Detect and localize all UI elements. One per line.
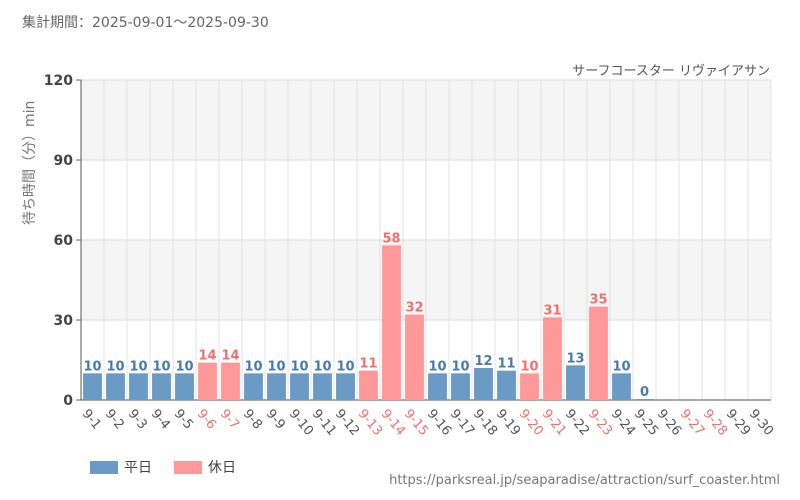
x-tick-9-3: 9-3 [125, 407, 150, 433]
bar-9-10 [290, 373, 309, 400]
data-label-9-17: 10 [451, 359, 469, 374]
data-label-9-10: 10 [290, 359, 308, 374]
bar-9-13 [359, 370, 378, 400]
data-label-9-25: 0 [640, 385, 649, 400]
x-tick-9-30: 9-30 [746, 407, 776, 439]
legend-weekday: 平日 [90, 457, 152, 477]
x-tick-9-9: 9-9 [263, 407, 288, 433]
data-label-9-23: 35 [589, 293, 607, 308]
bar-9-9 [267, 373, 286, 400]
data-label-9-14: 58 [382, 231, 400, 246]
bar-9-2 [106, 373, 125, 400]
x-tick-9-13: 9-13 [355, 407, 385, 439]
bar-9-8 [244, 373, 263, 400]
x-tick-9-17: 9-17 [447, 407, 477, 439]
bar-9-23 [589, 306, 608, 400]
data-label-9-22: 13 [566, 351, 584, 366]
data-label-9-7: 14 [221, 349, 239, 364]
data-label-9-1: 10 [83, 359, 101, 374]
x-tick-9-12: 9-12 [332, 407, 362, 439]
x-tick-9-20: 9-20 [516, 407, 546, 439]
y-tick-label: 90 [54, 153, 74, 169]
data-label-9-12: 10 [336, 359, 354, 374]
y-tick-label: 30 [54, 313, 74, 329]
y-tick-label: 120 [44, 73, 73, 89]
bar-9-4 [152, 373, 171, 400]
x-tick-9-8: 9-8 [240, 407, 265, 433]
x-tick-9-2: 9-2 [102, 407, 127, 433]
x-tick-9-5: 9-5 [171, 407, 196, 433]
x-tick-9-18: 9-18 [470, 407, 500, 439]
bar-9-21 [543, 317, 562, 400]
data-label-9-18: 12 [474, 354, 492, 369]
x-tick-9-1: 9-1 [79, 407, 104, 433]
source-url[interactable]: https://parksreal.jp/seaparadise/attract… [389, 473, 780, 488]
data-label-9-9: 10 [267, 359, 285, 374]
x-tick-9-10: 9-10 [286, 407, 316, 439]
x-tick-9-27: 9-27 [677, 407, 707, 439]
bar-9-15 [405, 314, 424, 400]
data-label-9-20: 10 [520, 359, 538, 374]
data-label-9-15: 32 [405, 301, 423, 316]
bar-9-22 [566, 365, 585, 400]
x-tick-9-19: 9-19 [493, 407, 523, 439]
chart-title: サーフコースター リヴァイアサン [572, 64, 770, 79]
data-label-9-3: 10 [129, 359, 147, 374]
data-label-9-13: 11 [359, 357, 377, 372]
x-tick-9-23: 9-23 [585, 407, 615, 439]
bar-9-7 [221, 362, 240, 400]
x-tick-9-11: 9-11 [309, 407, 339, 439]
data-label-9-16: 10 [428, 359, 446, 374]
x-tick-9-28: 9-28 [700, 407, 730, 439]
bar-9-17 [451, 373, 470, 400]
data-label-9-2: 10 [106, 359, 124, 374]
data-label-9-24: 10 [612, 359, 630, 374]
legend-weekday-swatch [90, 460, 118, 474]
y-tick-label: 0 [63, 393, 73, 409]
legend: 平日 休日 [90, 457, 258, 477]
bar-9-24 [612, 373, 631, 400]
bar-9-25 [635, 399, 654, 400]
x-tick-9-4: 9-4 [148, 407, 173, 433]
legend-holiday: 休日 [174, 457, 236, 477]
x-tick-9-25: 9-25 [631, 407, 661, 439]
x-tick-9-15: 9-15 [401, 407, 431, 439]
legend-holiday-swatch [174, 460, 202, 474]
data-label-9-11: 10 [313, 359, 331, 374]
bar-9-11 [313, 373, 332, 400]
bar-9-1 [83, 373, 102, 400]
data-label-9-21: 31 [543, 303, 561, 318]
x-tick-9-24: 9-24 [608, 407, 638, 439]
data-label-9-19: 11 [497, 357, 515, 372]
period-text: 集計期間：2025-09-01～2025-09-30 [22, 15, 269, 31]
bar-9-19 [497, 370, 516, 400]
bar-9-20 [520, 373, 539, 400]
x-tick-9-16: 9-16 [424, 407, 454, 439]
x-tick-9-29: 9-29 [723, 407, 753, 439]
data-label-9-8: 10 [244, 359, 262, 374]
x-tick-9-21: 9-21 [539, 407, 569, 439]
bar-9-6 [198, 362, 217, 400]
data-label-9-4: 10 [152, 359, 170, 374]
bar-9-18 [474, 368, 493, 400]
x-tick-9-6: 9-6 [194, 407, 219, 433]
bar-9-3 [129, 373, 148, 400]
bar-9-12 [336, 373, 355, 400]
bar-9-14 [382, 245, 401, 400]
bar-9-5 [175, 373, 194, 400]
data-label-9-5: 10 [175, 359, 193, 374]
x-tick-9-22: 9-22 [562, 407, 592, 439]
legend-weekday-label: 平日 [124, 460, 152, 476]
legend-holiday-label: 休日 [208, 460, 236, 476]
x-tick-9-26: 9-26 [654, 407, 684, 439]
x-tick-9-14: 9-14 [378, 407, 408, 439]
bar-9-16 [428, 373, 447, 400]
data-label-9-6: 14 [198, 349, 216, 364]
x-tick-9-7: 9-7 [217, 407, 242, 433]
y-tick-label: 60 [54, 233, 74, 249]
